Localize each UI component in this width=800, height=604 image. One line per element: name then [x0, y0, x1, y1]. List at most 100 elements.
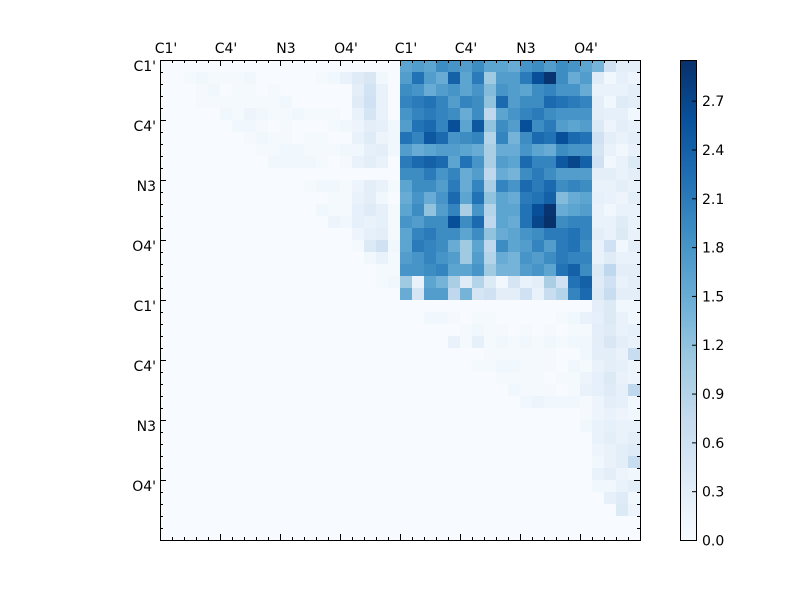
heatmap-cell	[412, 444, 425, 457]
heatmap-cell	[316, 144, 329, 157]
heatmap-cell	[568, 420, 581, 433]
heatmap-cell	[316, 252, 329, 265]
heatmap-cell	[256, 276, 269, 289]
heatmap-cell	[388, 192, 401, 205]
heatmap-cell	[328, 192, 341, 205]
heatmap-cell	[616, 120, 629, 133]
heatmap-cell	[592, 132, 605, 145]
heatmap-cell	[352, 396, 365, 409]
heatmap-cell	[604, 312, 617, 325]
heatmap-cell	[196, 84, 209, 97]
heatmap-cell	[616, 408, 629, 421]
heatmap-cell	[520, 468, 533, 481]
heatmap-cell	[244, 240, 257, 253]
heatmap-cell	[544, 132, 557, 145]
heatmap-cell	[556, 408, 569, 421]
heatmap-cell	[508, 444, 521, 457]
heatmap-cell	[280, 516, 293, 529]
heatmap-cell	[376, 456, 389, 469]
heatmap-cell	[352, 96, 365, 109]
heatmap-cell	[280, 228, 293, 241]
heatmap-cell	[628, 120, 641, 133]
heatmap-cell	[304, 528, 317, 541]
heatmap-cell	[376, 444, 389, 457]
heatmap-cell	[592, 528, 605, 541]
heatmap-cell	[160, 432, 173, 445]
heatmap-cell	[232, 408, 245, 421]
heatmap-cell	[424, 252, 437, 265]
heatmap-cell	[340, 168, 353, 181]
heatmap-cell	[460, 324, 473, 337]
heatmap-cell	[316, 216, 329, 229]
heatmap-cell	[184, 348, 197, 361]
heatmap-cell	[208, 444, 221, 457]
heatmap-cell	[448, 372, 461, 385]
heatmap-cell	[496, 228, 509, 241]
heatmap-cell	[172, 96, 185, 109]
heatmap-cell	[316, 204, 329, 217]
heatmap-cell	[436, 420, 449, 433]
heatmap-cell	[220, 528, 233, 541]
heatmap-cell	[304, 252, 317, 265]
heatmap-cell	[364, 348, 377, 361]
heatmap-cell	[196, 480, 209, 493]
heatmap-cell	[556, 480, 569, 493]
heatmap-cell	[304, 516, 317, 529]
heatmap-cell	[388, 276, 401, 289]
heatmap-cell	[580, 72, 593, 85]
heatmap-cell	[268, 132, 281, 145]
heatmap-cell	[316, 120, 329, 133]
heatmap-cell	[280, 60, 293, 73]
heatmap-cell	[352, 60, 365, 73]
heatmap-cell	[604, 180, 617, 193]
heatmap-cell	[448, 180, 461, 193]
heatmap-cells	[160, 60, 641, 541]
heatmap-cell	[460, 516, 473, 529]
heatmap-cell	[472, 300, 485, 313]
heatmap-cell	[364, 312, 377, 325]
heatmap-cell	[544, 492, 557, 505]
heatmap-cell	[496, 324, 509, 337]
heatmap-cell	[172, 228, 185, 241]
heatmap-cell	[448, 384, 461, 397]
heatmap-cell	[172, 84, 185, 97]
heatmap-cell	[232, 132, 245, 145]
heatmap-cell	[424, 228, 437, 241]
heatmap-cell	[340, 60, 353, 73]
heatmap-cell	[496, 516, 509, 529]
heatmap-cell	[220, 240, 233, 253]
heatmap-cell	[172, 480, 185, 493]
y-tick-label: C1'	[133, 299, 156, 315]
heatmap-cell	[172, 456, 185, 469]
heatmap-cell	[412, 252, 425, 265]
heatmap-cell	[268, 144, 281, 157]
heatmap-cell	[520, 96, 533, 109]
heatmap-cell	[244, 60, 257, 73]
heatmap-cell	[292, 516, 305, 529]
heatmap-cell	[580, 252, 593, 265]
heatmap-cell	[544, 408, 557, 421]
heatmap-cell	[424, 108, 437, 121]
heatmap-cell	[280, 468, 293, 481]
heatmap-cell	[544, 216, 557, 229]
heatmap-cell	[412, 60, 425, 73]
heatmap-cell	[400, 504, 413, 517]
heatmap-cell	[160, 228, 173, 241]
heatmap-cell	[304, 348, 317, 361]
heatmap-cell	[532, 108, 545, 121]
heatmap-cell	[484, 336, 497, 349]
heatmap-cell	[460, 456, 473, 469]
heatmap-cell	[340, 336, 353, 349]
heatmap-cell	[628, 396, 641, 409]
heatmap-cell	[340, 264, 353, 277]
heatmap-cell	[460, 384, 473, 397]
heatmap-cell	[496, 348, 509, 361]
heatmap-cell	[292, 396, 305, 409]
heatmap-cell	[172, 396, 185, 409]
heatmap-cell	[580, 156, 593, 169]
heatmap-cell	[244, 168, 257, 181]
heatmap-cell	[580, 180, 593, 193]
heatmap-cell	[232, 432, 245, 445]
heatmap-cell	[244, 276, 257, 289]
heatmap-cell	[172, 216, 185, 229]
